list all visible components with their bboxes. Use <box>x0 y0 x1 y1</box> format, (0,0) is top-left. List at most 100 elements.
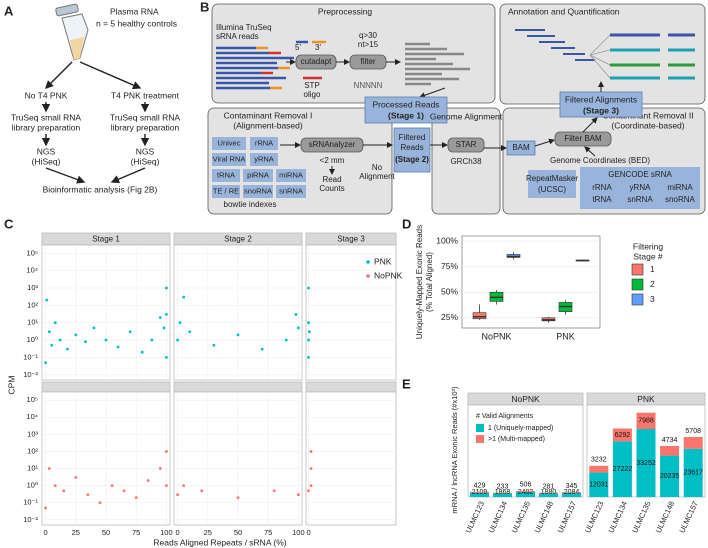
y-tick-label: 10⁴ <box>26 412 38 421</box>
legend-swatch <box>631 278 644 291</box>
label: (Stage 1) <box>388 110 424 120</box>
y-tick-label: 10² <box>27 300 38 309</box>
bar-segment <box>516 491 535 497</box>
point <box>162 326 166 330</box>
label: BAM <box>512 143 530 152</box>
bar-segment <box>562 492 581 493</box>
label: oligo <box>304 90 321 99</box>
bar-segment <box>539 492 558 494</box>
label: Genome Coordinates (BED) <box>550 156 650 165</box>
label: Counts <box>319 184 344 193</box>
point <box>307 356 310 359</box>
point <box>200 489 204 493</box>
y-tick-label: 10⁵ <box>27 395 38 404</box>
point <box>45 298 49 302</box>
value-label: 7988 <box>638 418 654 425</box>
connector <box>584 146 596 157</box>
point <box>50 343 54 347</box>
bar-segment <box>589 465 609 473</box>
point <box>92 326 96 330</box>
label: rRNA <box>255 138 273 147</box>
index-box <box>243 169 273 182</box>
label: 3' <box>315 43 321 52</box>
label: library preparation <box>12 122 81 132</box>
axis-title: mRNA / lncRNA Exonic Reads (#x10³) <box>450 386 459 514</box>
point <box>58 338 62 342</box>
bam-box <box>506 140 536 156</box>
legend-swatch <box>366 274 370 278</box>
label: TruSeq small RNA <box>110 112 180 122</box>
label: filter <box>360 57 375 66</box>
plot-panel <box>467 404 584 498</box>
y-tick-label: 10⁰ <box>27 481 38 490</box>
x-tick-label: NoPNK <box>481 331 511 341</box>
label: snRNA <box>279 186 303 195</box>
point <box>128 330 132 334</box>
connector <box>110 167 146 184</box>
point <box>307 338 310 342</box>
point <box>182 295 186 299</box>
index-box <box>212 169 240 182</box>
label: Contaminant Removal I <box>224 110 313 120</box>
legend-title: # Valid Alignments <box>476 413 534 420</box>
index-box <box>212 137 246 150</box>
point <box>164 286 168 290</box>
connector <box>589 49 611 56</box>
tube-icon <box>55 3 89 61</box>
bar-segment <box>562 492 581 497</box>
point <box>140 350 144 354</box>
label: Plasma RNA <box>110 6 159 16</box>
label: tRNA <box>217 170 235 179</box>
point <box>284 338 288 342</box>
x-tick-label: ULMC157 <box>556 500 578 534</box>
value-label: 4734 <box>662 437 678 444</box>
point <box>176 493 180 496</box>
point <box>164 313 168 316</box>
label: RepeatMasker <box>526 174 578 183</box>
label: tRNA <box>592 195 612 204</box>
value-label: 12031 <box>589 482 609 489</box>
label: Reads <box>400 143 423 152</box>
connector <box>534 138 555 147</box>
point <box>188 330 192 334</box>
label: yRNA <box>630 183 652 192</box>
label: T4 PNK treatment <box>111 90 180 100</box>
x-tick-label: 25 <box>204 528 212 537</box>
point <box>62 489 66 493</box>
db-box <box>528 170 576 198</box>
point <box>98 501 102 505</box>
point <box>74 476 78 479</box>
panel-label: C <box>4 216 14 231</box>
point <box>294 313 298 316</box>
facet-label: Stage 3 <box>337 235 365 244</box>
point <box>53 484 57 488</box>
label: Processed Reads <box>372 99 439 109</box>
bar-segment <box>516 490 535 492</box>
facet-strip <box>41 381 171 393</box>
x-tick-label: ULMC157 <box>677 500 699 534</box>
point <box>296 326 300 330</box>
point <box>307 286 310 290</box>
bar-segment <box>612 428 632 442</box>
point <box>236 333 240 337</box>
x-tick-label: ULMC135 <box>510 500 532 534</box>
label: Viral RNA <box>213 154 246 163</box>
bar-segment <box>470 491 489 493</box>
bar-segment <box>636 412 656 430</box>
point <box>307 489 310 493</box>
point <box>110 484 114 488</box>
x-tick-label: ULMC148 <box>654 500 676 534</box>
value-label: 33252 <box>636 460 656 467</box>
label: yRNA <box>254 154 274 163</box>
point <box>182 484 186 488</box>
label: Read <box>322 175 341 184</box>
value-label: 27222 <box>613 466 633 473</box>
axis-title: (% Total Aligned) <box>425 252 434 312</box>
label: Illumina TruSeq <box>216 23 272 32</box>
label: Contaminant Removal II <box>602 110 693 120</box>
axis-title: Reads Aligned Repeats / sRNA (%) <box>153 537 286 547</box>
label: sRNAnalyzer <box>309 140 356 149</box>
point <box>44 361 48 365</box>
label: Filter BAM <box>564 134 602 143</box>
point <box>122 489 126 493</box>
